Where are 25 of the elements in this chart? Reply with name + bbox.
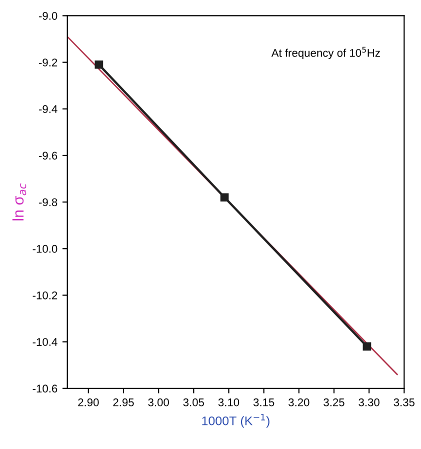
y-tick-label: -9.0 bbox=[38, 12, 58, 20]
y-tick-label: -10.4 bbox=[32, 338, 58, 346]
y-tick-label: -9.6 bbox=[38, 152, 58, 160]
x-tick-label: 3.00 bbox=[148, 398, 169, 406]
x-tick-label: 3.25 bbox=[324, 398, 344, 406]
x-tick-label: 3.10 bbox=[218, 398, 240, 406]
x-tick-label: 3.35 bbox=[394, 398, 415, 406]
y-axis-title: ln σ$_{ac}$ bbox=[12, 183, 26, 220]
x-tick-label: 3.20 bbox=[288, 398, 310, 406]
y-tick-label: -9.4 bbox=[38, 105, 58, 114]
y-tick-label: -9.2 bbox=[38, 58, 58, 66]
x-axis-title: 1000T (K$^{−1}$) bbox=[202, 414, 270, 428]
y-tick-label: -10.0 bbox=[32, 244, 58, 253]
x-tick-label: 2.90 bbox=[78, 398, 99, 406]
annotation: At frequency of 10$^{5}$Hz bbox=[271, 46, 380, 60]
y-tick-label: -9.8 bbox=[38, 198, 58, 206]
x-tick-label: 3.05 bbox=[183, 398, 204, 406]
y-tick-label: -10.2 bbox=[32, 291, 58, 300]
x-tick-label: 2.95 bbox=[113, 398, 134, 406]
point bbox=[94, 60, 104, 69]
x-tick-label: 3.15 bbox=[253, 398, 274, 406]
point bbox=[362, 342, 372, 351]
point bbox=[220, 193, 229, 202]
y-tick-label: -10.6 bbox=[32, 384, 58, 393]
x-tick-label: 3.30 bbox=[358, 398, 380, 406]
